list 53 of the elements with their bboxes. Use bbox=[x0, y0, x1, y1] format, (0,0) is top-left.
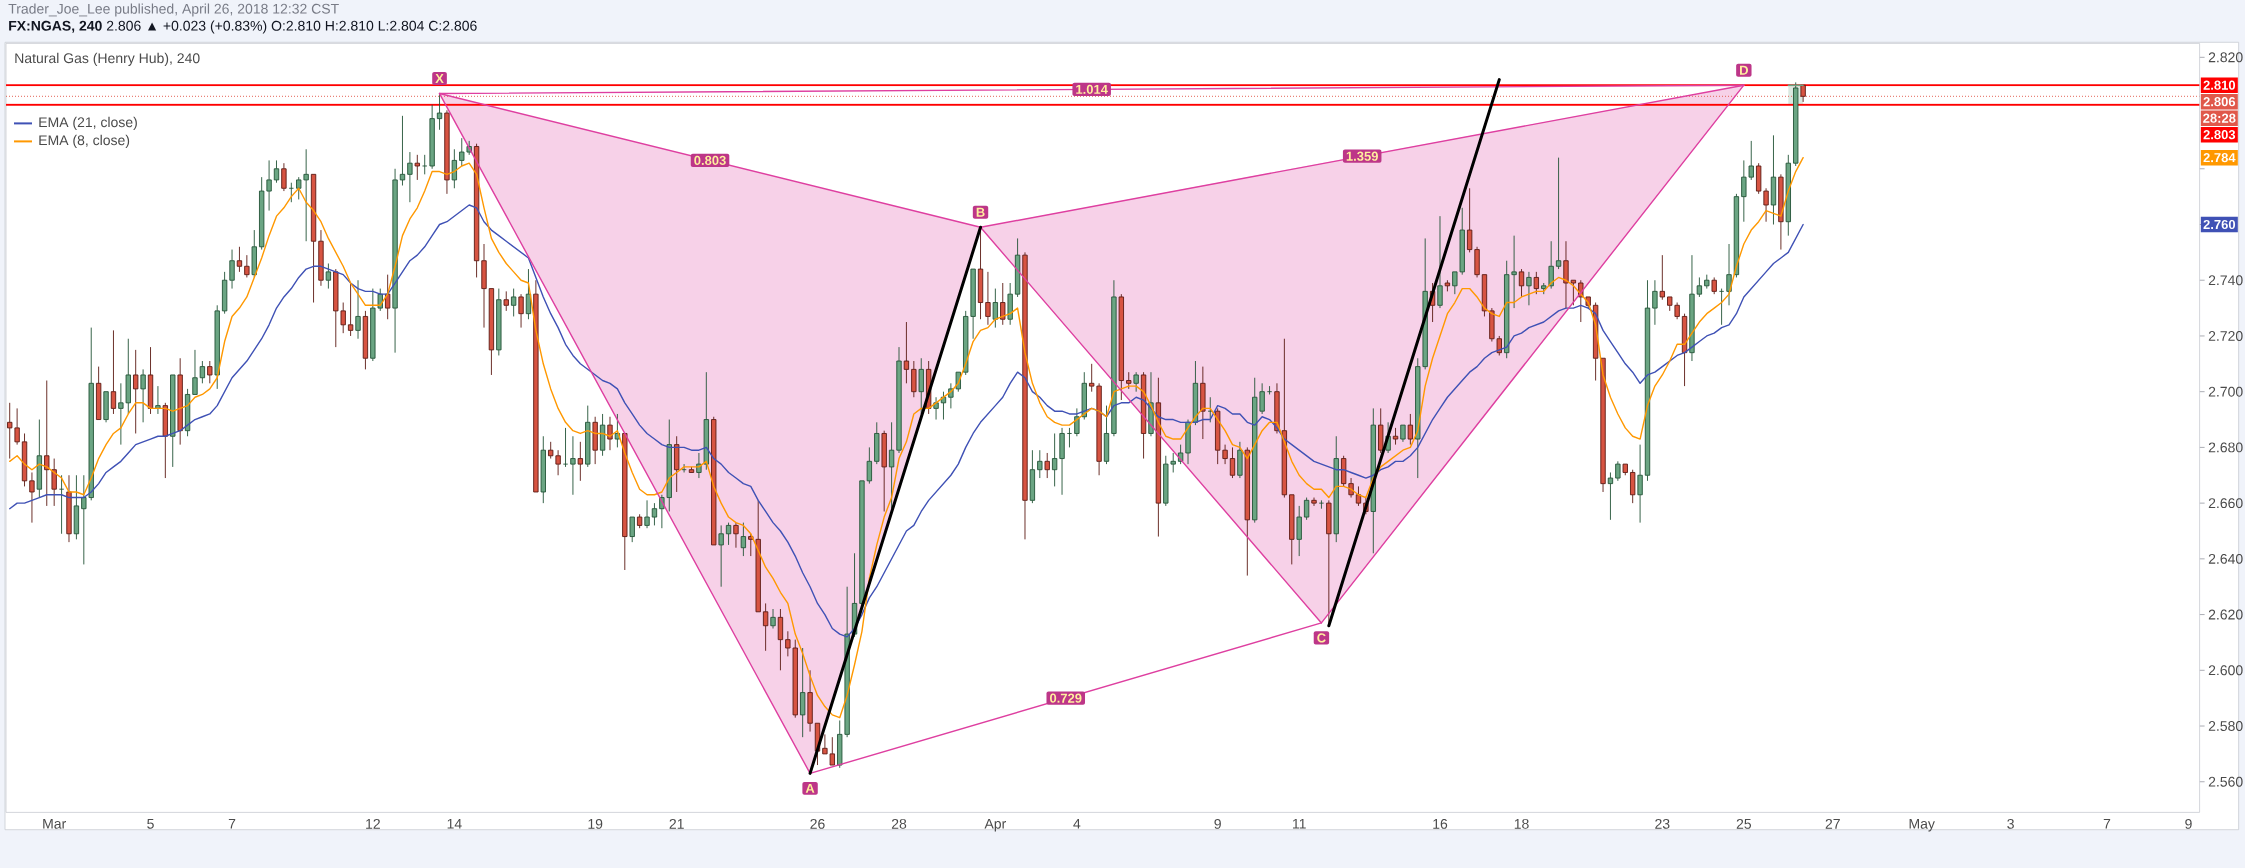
text: 28:28 bbox=[2203, 113, 2236, 123]
chart-subtitle: FX:NGAS, 240 2.806 ▲ +0.023 (+0.83%) O:2.810 H:2.810 L:2.804 C:2.806 bbox=[9, 20, 477, 34]
x-tick-label: 11 bbox=[1292, 818, 1306, 829]
chart-title: Trader_Joe_Lee published, April 26, 2018 12:32 CST bbox=[8, 3, 339, 17]
x-tick-label: 4 bbox=[1073, 818, 1081, 829]
x-tick-label: 9 bbox=[1214, 818, 1221, 829]
x-tick-label: 16 bbox=[1433, 818, 1448, 829]
y-tick-label: 2.680 bbox=[2208, 442, 2243, 453]
y-tick-label: 2.820 bbox=[2208, 52, 2243, 63]
x-tick-label: 12 bbox=[366, 818, 380, 829]
y-tick-label: 2.720 bbox=[2208, 330, 2243, 341]
x-tick-label: 5 bbox=[147, 818, 154, 829]
annotation: A bbox=[805, 783, 815, 793]
y-tick-label: 2.660 bbox=[2208, 498, 2243, 509]
annotation: B bbox=[976, 207, 985, 217]
legend-label: EMA (8, close) bbox=[39, 134, 130, 148]
ref-line-label: 2.806 bbox=[2203, 97, 2236, 107]
legend-title: Natural Gas (Henry Hub), 240 bbox=[15, 52, 200, 66]
y-tick-label: 2.740 bbox=[2208, 275, 2243, 286]
annotation: 1.014 bbox=[1076, 84, 1108, 94]
annotation: 1.359 bbox=[1346, 151, 1378, 161]
annotation: X bbox=[435, 74, 444, 84]
x-tick-label: Mar bbox=[43, 818, 66, 829]
ref-line-label: 2.810 bbox=[2203, 80, 2236, 90]
x-tick-label: 28 bbox=[891, 818, 907, 829]
x-tick-label: Apr bbox=[984, 818, 1007, 832]
y-tick-label: 2.600 bbox=[2208, 665, 2243, 676]
x-tick-label: 27 bbox=[1825, 818, 1840, 829]
annotation: 2.784 bbox=[2203, 153, 2236, 163]
x-tick-label: 9 bbox=[2185, 818, 2192, 829]
x-tick-label: 18 bbox=[1514, 818, 1529, 829]
x-tick-label: 14 bbox=[447, 818, 462, 829]
annotation: C bbox=[1317, 633, 1326, 643]
x-tick-label: 25 bbox=[1736, 818, 1752, 829]
y-tick-label: 2.700 bbox=[2208, 386, 2243, 397]
y-tick-label: 2.640 bbox=[2208, 553, 2243, 564]
annotation: D bbox=[1740, 65, 1748, 75]
x-tick-label: 3 bbox=[2007, 818, 2014, 829]
annotation: 2.760 bbox=[2203, 219, 2236, 230]
legend-label: EMA (21, close) bbox=[39, 116, 137, 130]
annotation: 0.803 bbox=[694, 155, 726, 166]
y-tick-label: 2.620 bbox=[2208, 609, 2243, 620]
x-tick-label: 26 bbox=[810, 818, 825, 829]
annotation: 0.729 bbox=[1050, 693, 1082, 703]
x-tick-label: 21 bbox=[669, 818, 684, 829]
x-tick-label: 7 bbox=[228, 818, 236, 829]
y-tick-label: 2.580 bbox=[2208, 721, 2243, 731]
y-tick-label: 2.560 bbox=[2208, 776, 2243, 787]
x-tick-label: 19 bbox=[588, 818, 603, 829]
x-tick-label: 7 bbox=[2103, 818, 2111, 829]
ref-line-label: 2.803 bbox=[2203, 130, 2236, 140]
x-tick-label: 23 bbox=[1655, 818, 1670, 829]
x-tick-label: May bbox=[1909, 818, 1935, 832]
